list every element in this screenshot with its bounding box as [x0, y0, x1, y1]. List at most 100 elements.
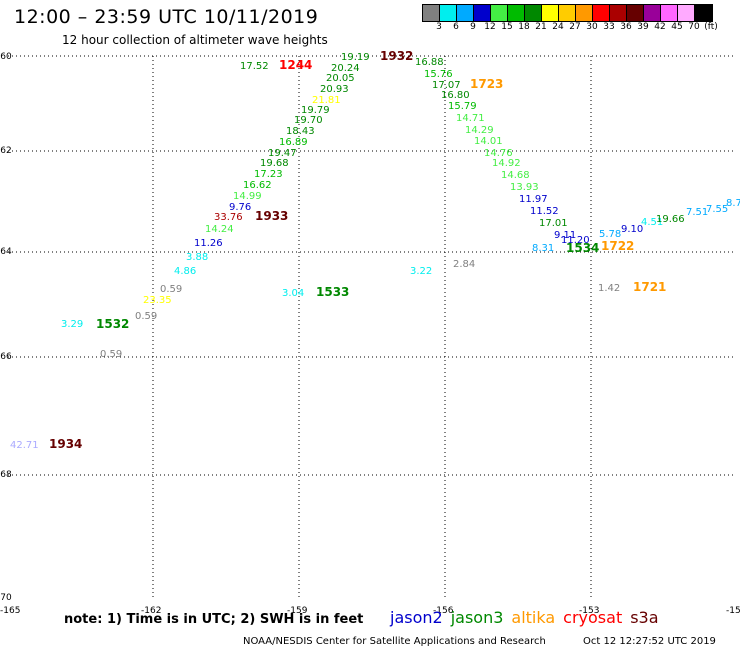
footer-timestamp: Oct 12 12:27:52 UTC 2019	[583, 636, 716, 647]
wave-height-value: 21.81	[312, 95, 341, 106]
satellite-legend-entry: altika	[511, 608, 556, 627]
latitude-label: -64	[0, 247, 12, 257]
pass-time-labels: 1244 1932 1723 1933 1532 1934 1533 1534 1722 1721	[49, 49, 666, 451]
footer-organization: NOAA/NESDIS Center for Satellite Applica…	[243, 636, 546, 647]
latitude-label: -70	[0, 593, 12, 603]
latitude-label: -68	[0, 470, 12, 480]
wave-height-value: 14.24	[205, 224, 234, 235]
wave-height-value: 19.19	[341, 52, 370, 63]
wave-height-value: 9.10	[621, 224, 643, 235]
latitude-label: -62	[0, 146, 12, 156]
wave-height-value: 23.35	[143, 295, 172, 306]
legend-swatch	[695, 5, 712, 21]
wave-height-value: 42.71	[10, 440, 39, 451]
wave-height-value: 9.76	[229, 202, 251, 213]
wave-height-value: 14.76	[484, 148, 513, 159]
graticule	[8, 55, 735, 600]
legend-label: 33	[603, 22, 615, 32]
wave-height-value: 17.23	[254, 169, 283, 180]
wave-height-value: 11.20	[561, 235, 590, 246]
legend-swatch	[491, 5, 508, 21]
legend-label: 6	[453, 22, 459, 32]
wave-height-value: 20.24	[331, 63, 360, 74]
wave-height-value: 4.86	[174, 266, 196, 277]
pass-time-label: 1933	[255, 209, 288, 223]
legend-swatch	[542, 5, 559, 21]
satellite-legend-entry: jason2	[390, 608, 443, 627]
wave-height-value: 13.93	[510, 182, 539, 193]
legend-swatch	[423, 5, 440, 21]
legend-label: 70	[688, 22, 700, 32]
satellite-legend-entry: cryosat	[563, 608, 623, 627]
wave-height-value: 5.78	[599, 229, 621, 240]
legend-swatch	[576, 5, 593, 21]
wave-height-value: 7.51	[686, 207, 708, 218]
wave-height-value: 0.59	[160, 284, 182, 295]
legend-label: 9	[470, 22, 476, 32]
wave-height-value: 11.97	[519, 194, 548, 205]
wave-height-value: 17.52	[240, 61, 269, 72]
wave-height-value: 19.66	[656, 214, 685, 225]
legend-label: 15	[501, 22, 513, 32]
longitude-label: -15	[726, 606, 740, 616]
legend-label: 12	[484, 22, 496, 32]
wave-height-value: 0.59	[100, 349, 122, 360]
wave-height-value: 4.51	[641, 217, 663, 228]
map-subtitle: 12 hour collection of altimeter wave hei…	[62, 33, 328, 47]
wave-height-value: 17.07	[432, 80, 461, 91]
longitude-label: -153	[579, 606, 599, 616]
color-legend-labels: 3 6 9 12 15 18 21 24 27 30 33 36 39 42 45 70 (ft)	[422, 22, 740, 34]
legend-label: 27	[569, 22, 581, 32]
legend-swatch	[525, 5, 542, 21]
wave-height-value: 33.76	[214, 212, 243, 223]
legend-label: 45	[671, 22, 683, 32]
wave-height-value: 17.01	[539, 218, 568, 229]
wave-height-value: 19.47	[268, 148, 297, 159]
legend-swatch	[508, 5, 525, 21]
latitude-labels: -60 -62 -64 -66 -68 -70	[0, 52, 12, 603]
satellite-legend-entry: jason3	[450, 608, 504, 627]
wave-height-value: 9.11	[554, 230, 576, 241]
wave-height-value: 16.88	[415, 57, 444, 68]
wave-height-value: 16.89	[279, 137, 308, 148]
legend-label: 21	[535, 22, 547, 32]
latitude-label: -66	[0, 352, 12, 362]
wave-height-value: 20.93	[320, 84, 349, 95]
pass-time-label: 1532	[96, 317, 129, 331]
latitude-label: -60	[0, 52, 12, 62]
wave-height-value: 2.84	[453, 259, 475, 270]
longitude-label: -156	[433, 606, 454, 616]
wave-height-value: 16.62	[243, 180, 272, 191]
longitude-label: -159	[287, 606, 308, 616]
wave-height-value: 3.22	[410, 266, 432, 277]
wave-height-value: 14.68	[501, 170, 530, 181]
wave-height-value: 14.99	[233, 191, 262, 202]
legend-swatch	[627, 5, 644, 21]
wave-height-value: 14.01	[474, 136, 503, 147]
wave-height-value: 20.05	[326, 73, 355, 84]
legend-label: 30	[586, 22, 598, 32]
pass-time-label: 1533	[316, 285, 349, 299]
wave-height-value: 3.88	[186, 252, 208, 263]
pass-time-label: 1722	[601, 239, 634, 253]
satellite-legend: jason2 jason3 altika cryosat s3a	[390, 608, 667, 627]
legend-label: 24	[552, 22, 564, 32]
legend-label: (ft)	[704, 22, 718, 32]
wave-height-value: 8.7	[726, 198, 740, 209]
wave-height-value: 19.70	[294, 115, 323, 126]
legend-swatch	[559, 5, 576, 21]
pass-time-label: 1244	[279, 58, 312, 72]
wave-height-value: 19.79	[301, 105, 330, 116]
map-title: 12:00 – 23:59 UTC 10/11/2019	[14, 6, 319, 28]
wave-height-value: 14.92	[492, 158, 521, 169]
wave-height-value: 7.55	[706, 204, 728, 215]
legend-swatch	[678, 5, 695, 21]
legend-swatch	[593, 5, 610, 21]
longitude-label: -165	[0, 606, 20, 616]
wave-height-value: 0.59	[135, 311, 157, 322]
wave-height-value: 14.71	[456, 113, 485, 124]
satellite-legend-entry: s3a	[630, 608, 659, 627]
longitude-label: -162	[141, 606, 161, 616]
longitude-labels: -165 -162 -159 -156 -153 -15	[0, 606, 740, 616]
